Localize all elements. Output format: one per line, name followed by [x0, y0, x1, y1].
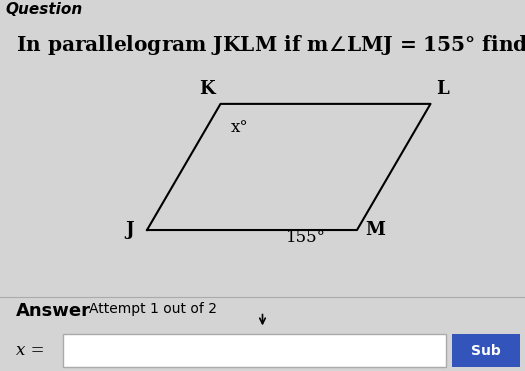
Text: Attempt 1 out of 2: Attempt 1 out of 2 — [89, 302, 217, 316]
Text: Answer: Answer — [16, 302, 91, 321]
Text: L: L — [436, 80, 448, 98]
Text: M: M — [365, 221, 385, 239]
Bar — [452, 334, 520, 367]
Text: x°: x° — [231, 119, 249, 136]
Text: Question: Question — [5, 2, 82, 17]
Text: 155°: 155° — [286, 229, 326, 246]
Text: K: K — [200, 80, 215, 98]
Text: x =: x = — [16, 342, 44, 359]
Bar — [63, 334, 446, 367]
Text: J: J — [125, 221, 134, 239]
Text: Sub: Sub — [471, 344, 500, 358]
Text: In parallelogram JKLM if m$\angle$LMJ = 155° find m$\angle$JKL.: In parallelogram JKLM if m$\angle$LMJ = … — [16, 33, 525, 58]
